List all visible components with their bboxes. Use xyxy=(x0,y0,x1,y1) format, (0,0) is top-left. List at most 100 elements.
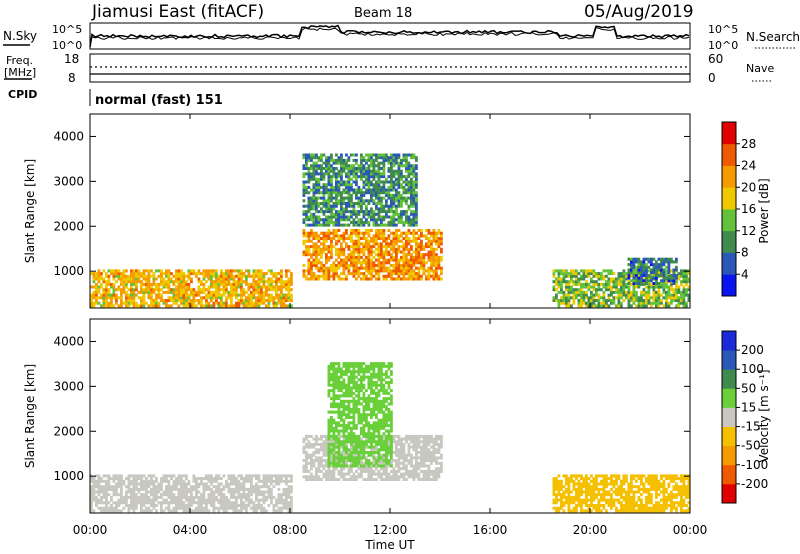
data-cell xyxy=(145,485,148,489)
data-cell xyxy=(92,485,96,489)
data-cell xyxy=(580,296,583,300)
data-cell xyxy=(380,237,383,240)
data-cell xyxy=(117,285,121,289)
data-cell xyxy=(400,193,403,197)
data-cell xyxy=(337,266,341,270)
data-cell xyxy=(330,156,333,160)
data-cell xyxy=(410,196,413,200)
data-cell xyxy=(317,245,321,249)
data-cell xyxy=(122,280,126,284)
data-cell xyxy=(362,467,366,471)
data-cell xyxy=(587,274,591,278)
data-cell xyxy=(667,293,671,297)
data-cell xyxy=(320,269,323,273)
data-cell xyxy=(395,442,398,446)
data-cell xyxy=(180,498,183,502)
data-cell xyxy=(320,253,323,257)
data-cell xyxy=(400,196,403,200)
data-cell xyxy=(92,493,96,497)
data-cell xyxy=(617,304,621,308)
data-cell xyxy=(312,264,316,267)
data-cell xyxy=(360,231,363,235)
data-cell xyxy=(315,237,318,240)
data-cell xyxy=(390,253,393,257)
data-cell xyxy=(440,255,443,259)
data-cell xyxy=(365,277,368,281)
data-cell xyxy=(240,290,243,294)
data-cell xyxy=(272,280,276,284)
data-cell xyxy=(202,296,206,300)
data-cell xyxy=(177,288,181,292)
data-cell xyxy=(177,304,181,308)
data-cell xyxy=(437,258,441,262)
data-cell xyxy=(395,266,398,270)
data-cell xyxy=(342,237,346,240)
data-cell xyxy=(330,212,333,216)
data-cell xyxy=(407,453,411,457)
data-cell xyxy=(370,269,373,273)
data-cell xyxy=(322,177,326,181)
data-cell xyxy=(377,264,381,267)
data-cell xyxy=(177,487,181,491)
data-cell xyxy=(325,451,328,454)
data-cell xyxy=(352,188,356,192)
data-cell xyxy=(215,479,218,483)
data-cell xyxy=(640,301,643,305)
data-cell xyxy=(315,242,318,246)
data-cell xyxy=(375,158,378,162)
data-cell xyxy=(255,509,258,513)
data-cell xyxy=(90,495,93,499)
data-cell xyxy=(412,467,416,471)
data-cell xyxy=(675,296,678,300)
data-cell xyxy=(680,290,683,294)
data-cell xyxy=(570,304,573,308)
data-cell xyxy=(367,188,371,192)
data-cell xyxy=(317,261,321,265)
data-cell xyxy=(180,490,183,494)
data-cell xyxy=(317,266,321,270)
data-cell xyxy=(652,268,656,272)
data-cell xyxy=(605,304,608,308)
data-cell xyxy=(325,218,328,222)
data-cell xyxy=(312,250,316,254)
data-cell xyxy=(200,282,203,286)
data-cell xyxy=(152,498,156,502)
data-cell xyxy=(270,498,273,502)
data-cell xyxy=(370,191,373,195)
data-cell xyxy=(362,156,366,160)
data-cell xyxy=(270,299,273,302)
data-cell xyxy=(377,183,381,187)
data-cell xyxy=(160,482,163,486)
data-cell xyxy=(680,296,683,300)
data-cell xyxy=(305,478,308,481)
data-cell xyxy=(270,277,273,281)
data-cell xyxy=(602,293,606,297)
data-cell xyxy=(327,167,331,170)
data-cell xyxy=(257,501,261,505)
data-cell xyxy=(387,261,391,265)
data-cell xyxy=(162,501,166,505)
data-cell xyxy=(407,231,411,235)
data-cell xyxy=(365,274,368,278)
data-cell xyxy=(565,288,568,292)
colorbar-segment xyxy=(722,143,736,166)
data-cell xyxy=(385,469,388,473)
data-cell xyxy=(327,375,331,379)
data-cell xyxy=(582,269,586,273)
data-cell xyxy=(267,487,271,491)
data-cell xyxy=(440,277,443,281)
data-cell xyxy=(217,277,221,281)
data-cell xyxy=(325,253,328,257)
data-cell xyxy=(355,250,358,254)
data-cell xyxy=(597,304,601,308)
data-cell xyxy=(180,269,183,273)
data-cell xyxy=(430,456,433,460)
data-cell xyxy=(352,167,356,170)
data-cell xyxy=(215,274,218,278)
data-cell xyxy=(107,282,111,286)
data-cell xyxy=(165,498,168,502)
data-cell xyxy=(160,296,163,300)
data-cell xyxy=(322,210,326,214)
data-cell xyxy=(430,234,433,238)
data-cell xyxy=(310,177,313,181)
